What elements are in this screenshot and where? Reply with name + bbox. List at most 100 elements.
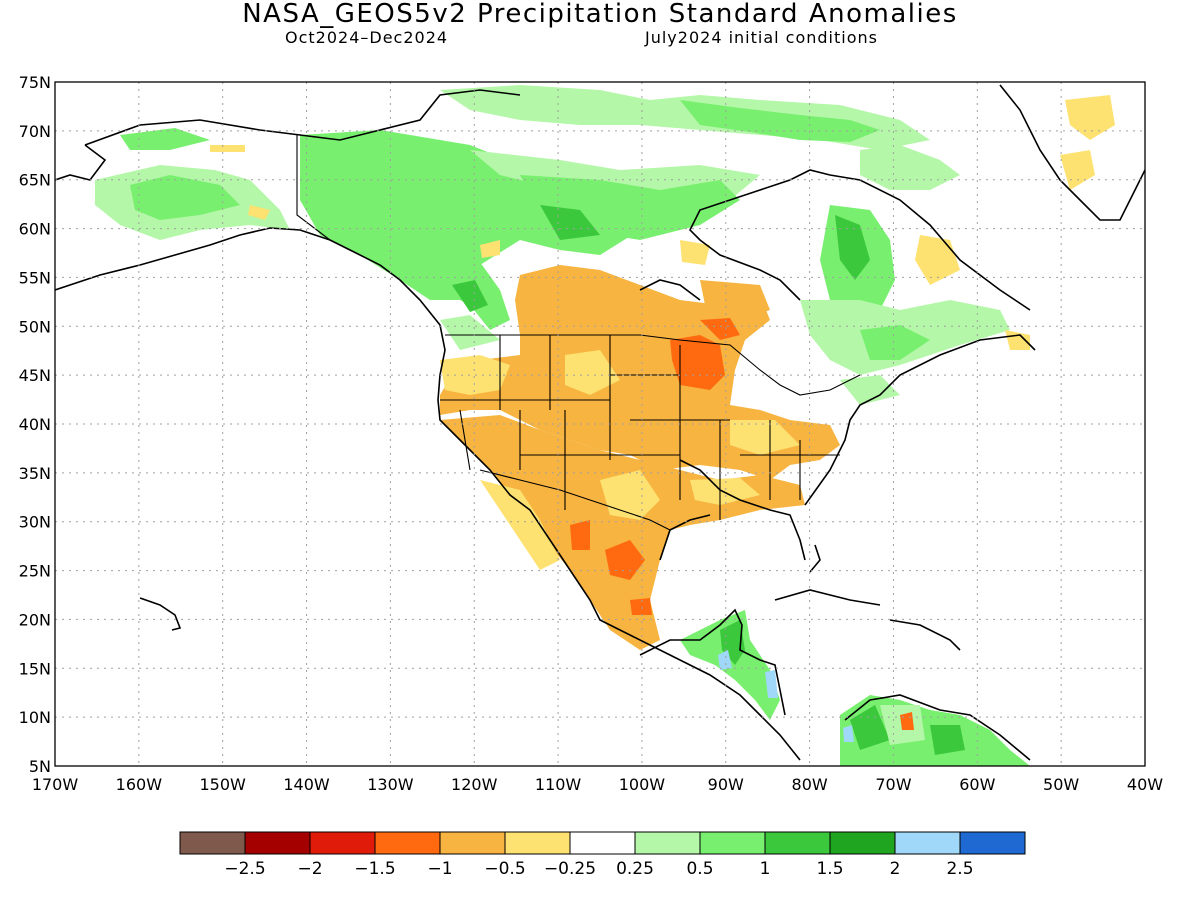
anomaly-region <box>930 725 965 755</box>
colorbar-label: −2.5 <box>224 859 265 879</box>
coastline <box>809 544 821 573</box>
anomaly-region <box>765 670 778 698</box>
colorbar-swatch <box>374 831 441 855</box>
colorbar-swatch <box>244 831 311 855</box>
anomaly-region <box>1065 95 1115 140</box>
latitude-label: 70N <box>19 122 51 141</box>
forecast-period: Oct2024–Dec2024 <box>285 28 449 47</box>
coastline <box>84 89 521 146</box>
colorbar: −2.5 −2 −1.5 −1 −0.5 −0.25 0.25 0.5 1 1.5 2 2.5 <box>179 831 1026 879</box>
coastline <box>774 589 881 606</box>
anomaly-region <box>860 325 930 360</box>
anomaly-region <box>680 240 710 265</box>
longitude-label: 110W <box>535 775 582 794</box>
colorbar-label: −1 <box>427 859 452 879</box>
latitude-label: 65N <box>19 171 51 190</box>
anomaly-region <box>480 480 560 570</box>
anomaly-region <box>840 375 900 405</box>
latitude-label: 20N <box>19 610 51 629</box>
longitude-label: 50W <box>1043 775 1079 794</box>
longitude-label: 80W <box>792 775 828 794</box>
anomaly-region <box>900 712 914 730</box>
coastlines <box>55 84 1145 761</box>
anomaly-region <box>300 130 640 300</box>
anomaly-region <box>730 420 800 455</box>
latitude-label: 45N <box>19 366 51 385</box>
border-alaska-canada <box>296 135 331 241</box>
anomaly-region <box>850 705 890 750</box>
latitude-label: 30N <box>19 513 51 532</box>
anomaly-region <box>1060 150 1095 190</box>
longitude-label: 120W <box>451 775 498 794</box>
longitude-label: 170W <box>32 775 79 794</box>
anomaly-region <box>605 540 645 580</box>
colorbar-label: −0.5 <box>484 859 525 879</box>
anomaly-region <box>565 350 620 395</box>
coastline <box>55 144 107 181</box>
colorbar-label: 0.5 <box>686 859 713 879</box>
latitude-label: 75N <box>19 73 51 92</box>
latitude-label: 25N <box>19 562 51 581</box>
longitude-label: 140W <box>283 775 330 794</box>
longitude-label: 60W <box>959 775 995 794</box>
anomaly-region <box>718 650 732 670</box>
latitude-label: 10N <box>19 708 51 727</box>
anomaly-region <box>860 145 960 190</box>
colorbar-swatch <box>699 831 766 855</box>
colorbar-label: −2 <box>297 859 322 879</box>
colorbar-label: 0.25 <box>616 859 654 879</box>
coastline <box>679 459 806 561</box>
map-title: NASA_GEOS5v2 Precipitation Standard Anom… <box>242 0 958 29</box>
anomaly-region <box>440 315 500 350</box>
anomaly-region <box>690 478 760 505</box>
anomaly-region <box>440 415 805 650</box>
anomaly-region <box>210 145 245 152</box>
longitude-label: 160W <box>116 775 163 794</box>
colorbar-label: 2.5 <box>946 859 973 879</box>
anomaly-region <box>480 240 500 258</box>
latitude-label: 40N <box>19 415 51 434</box>
longitude-label: 130W <box>367 775 414 794</box>
longitude-label: 90W <box>708 775 744 794</box>
border-us-mexico <box>479 469 671 531</box>
coastline <box>889 619 961 651</box>
anomaly-region <box>570 520 590 550</box>
axis-labels: 75N 70N 65N 60N 55N 50N 45N 40N 35N 30N 25N 20N 15N 1… <box>19 73 1164 794</box>
colorbar-swatch <box>764 831 831 855</box>
coastline <box>659 514 711 561</box>
colorbar-swatch <box>309 831 376 855</box>
colorbar-label: 1.5 <box>816 859 843 879</box>
anomaly-region <box>670 335 725 390</box>
anomaly-region <box>540 205 600 240</box>
political-borders <box>296 135 861 531</box>
anomaly-region <box>452 280 488 312</box>
anomaly-region <box>1005 330 1030 350</box>
colorbar-swatch <box>504 831 571 855</box>
longitude-label: 150W <box>200 775 247 794</box>
colorbar-swatch <box>634 831 701 855</box>
anomaly-region <box>630 598 652 615</box>
colorbar-swatch <box>439 831 506 855</box>
graticule <box>55 82 1145 766</box>
anomaly-region <box>700 318 740 340</box>
colorbar-swatch <box>569 831 636 855</box>
coastline <box>139 597 182 631</box>
anomaly-region <box>843 725 854 742</box>
border-us-canada <box>445 334 861 396</box>
longitude-label: 100W <box>619 775 666 794</box>
latitude-label: 35N <box>19 464 51 483</box>
coastline <box>844 694 1031 761</box>
anomaly-region <box>248 205 270 220</box>
colorbar-swatch <box>959 831 1026 855</box>
colorbar-swatch <box>829 831 896 855</box>
colorbar-label: 2 <box>890 859 901 879</box>
longitude-label: 70W <box>875 775 911 794</box>
coastline <box>55 227 801 761</box>
longitude-label: 40W <box>1127 775 1163 794</box>
anomaly-region <box>120 128 210 150</box>
latitude-label: 55N <box>19 268 51 287</box>
colorbar-label: −0.25 <box>544 859 596 879</box>
coastline <box>639 279 701 301</box>
state-borders <box>440 335 840 520</box>
